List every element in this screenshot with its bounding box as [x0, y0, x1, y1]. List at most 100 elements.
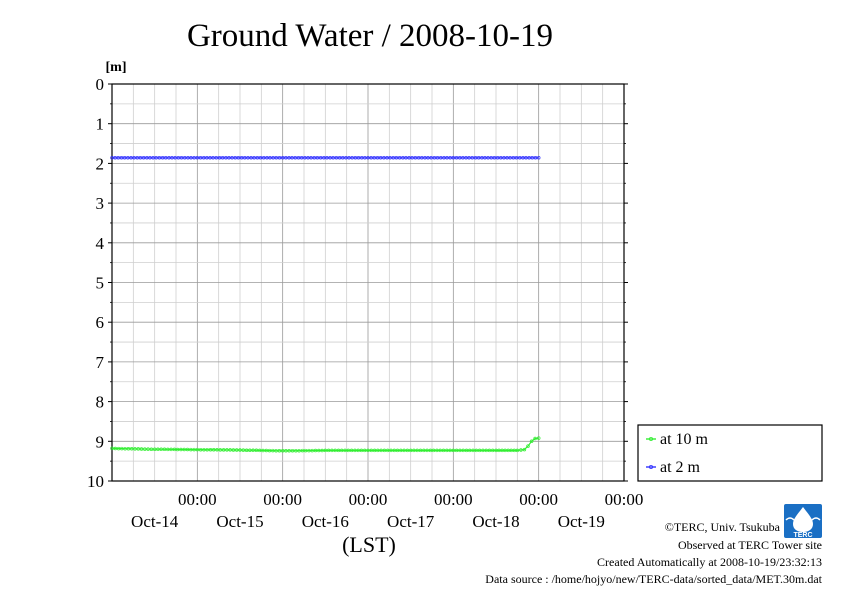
series-point: [277, 449, 282, 453]
y-tick-label: 8: [96, 393, 105, 412]
series-point: [471, 448, 475, 453]
series-point: [356, 156, 361, 160]
series-point: [221, 448, 226, 452]
series-point: [404, 156, 408, 160]
series-point: [225, 448, 229, 452]
series-point: [116, 446, 121, 451]
series-point: [156, 447, 160, 452]
series-point: [498, 156, 503, 160]
series-point: [110, 446, 114, 451]
y-tick-label: 1: [96, 115, 105, 134]
series-point: [429, 156, 433, 160]
series-point: [244, 448, 249, 452]
series-point: [218, 448, 223, 452]
x-tick-date: Oct-16: [302, 512, 349, 531]
series-point: [517, 156, 522, 160]
series-point: [412, 448, 416, 453]
legend-label-at-2m: at 2 m: [660, 459, 701, 476]
series-point: [331, 156, 335, 160]
series-point: [198, 447, 203, 452]
series-point: [297, 448, 301, 453]
series-point: [508, 156, 512, 160]
series-point: [162, 447, 167, 452]
series-point: [264, 448, 269, 453]
series-point: [425, 448, 429, 453]
credit-copyright: ©TERC, Univ. Tsukuba: [665, 520, 781, 534]
legend-marker-at-2m: [649, 464, 654, 469]
series-point: [426, 156, 430, 160]
legend-marker-at-10m: [649, 436, 654, 441]
series-point: [228, 448, 232, 452]
series-point: [211, 448, 216, 452]
series-point: [524, 156, 528, 160]
series-point: [484, 448, 488, 453]
series-point: [208, 448, 213, 452]
series-point: [366, 448, 370, 453]
series-point: [248, 448, 252, 452]
series-point: [467, 156, 471, 160]
series-point: [261, 156, 266, 160]
series-point: [280, 449, 285, 453]
y-tick-label: 5: [96, 274, 105, 293]
series-point: [330, 448, 334, 453]
legend-label-at-10m: at 10 m: [660, 431, 709, 448]
series-point: [405, 448, 410, 453]
series-point: [287, 449, 291, 453]
series-point: [132, 156, 136, 160]
series-point: [334, 156, 339, 160]
series-point: [481, 448, 485, 453]
series-point: [397, 156, 402, 160]
series-point: [271, 448, 275, 453]
chart-title: Ground Water / 2008-10-19: [187, 18, 553, 54]
series-point: [274, 448, 278, 453]
series-point: [303, 156, 307, 160]
series-point: [182, 447, 186, 452]
series-point: [445, 448, 449, 453]
series-point: [399, 448, 403, 453]
series-point: [362, 448, 367, 453]
series-point: [241, 448, 246, 452]
series-point: [299, 156, 304, 160]
series-point: [502, 156, 506, 160]
series-point: [166, 447, 170, 452]
series-point: [284, 156, 288, 160]
y-axis: 0 1 2 3 4 5 6 7 8 9 10: [87, 75, 628, 491]
y-tick-label: 9: [96, 432, 105, 451]
series-point: [522, 447, 527, 452]
series-point: [277, 156, 282, 160]
series-point: [438, 448, 442, 453]
series-point: [353, 448, 357, 453]
series-point: [382, 448, 387, 453]
series-point: [152, 447, 157, 451]
series-point: [346, 448, 351, 453]
series-point: [458, 448, 462, 453]
series-point: [170, 156, 174, 160]
series-point: [274, 156, 279, 160]
series-point: [385, 448, 390, 453]
series-point: [211, 156, 215, 160]
y-tick-label: 0: [96, 75, 105, 94]
series-point: [438, 156, 443, 160]
series-point: [376, 448, 380, 453]
x-tick-time: 00:00: [434, 490, 473, 509]
x-tick-date: Oct-14: [131, 512, 179, 531]
series-point: [129, 447, 134, 451]
series-point: [205, 156, 209, 160]
series-point: [464, 448, 469, 453]
series-point: [356, 448, 360, 453]
series-layer: [110, 156, 541, 453]
series-point: [382, 156, 386, 160]
series-point: [189, 447, 193, 452]
series-point: [410, 156, 414, 160]
series-point: [195, 156, 200, 160]
y-tick-label: 3: [96, 194, 105, 213]
series-point: [402, 448, 406, 453]
credit-data-source: Data source : /home/hojyo/new/TERC-data/…: [485, 572, 822, 586]
series-point: [408, 448, 413, 453]
series-point: [182, 156, 187, 160]
series-point: [303, 448, 308, 453]
series-point: [461, 448, 465, 453]
legend-box: [637, 424, 823, 482]
series-point: [359, 448, 364, 453]
series-point: [318, 156, 323, 160]
